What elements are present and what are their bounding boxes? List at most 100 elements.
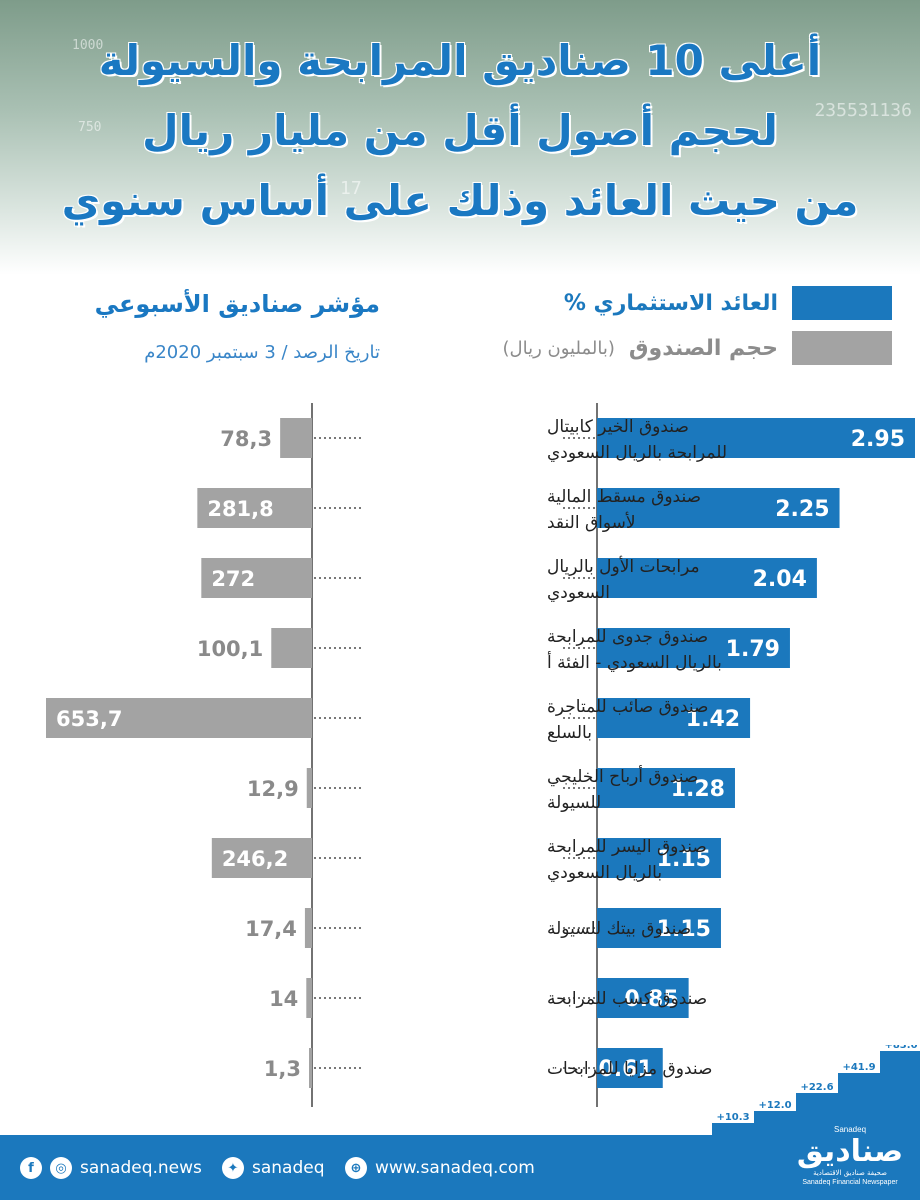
- size-value-label: 12,9: [247, 777, 299, 801]
- brand-tagline-ar: صحيفة صناديق الاقتصادية: [813, 1169, 887, 1177]
- return-value-label: 2.25: [775, 497, 829, 522]
- globe-icon[interactable]: ⊕: [345, 1157, 367, 1179]
- brand-tagline-en: Sanadeq Financial Newspaper: [802, 1179, 898, 1186]
- return-bar: [597, 558, 817, 598]
- index-name: مؤشر صناديق الأسبوعي: [94, 290, 380, 318]
- title-line: لحجم أصول أقل من مليار ريال: [142, 106, 778, 155]
- date-text: تاريخ الرصد / 3 سبتمبر 2020م: [144, 342, 380, 363]
- size-value-label: 272: [211, 567, 255, 591]
- header-banner: 1000 750 17 235531136 أعلى 10 صناديق الم…: [0, 0, 920, 275]
- return-value-label: 2.95: [851, 427, 905, 452]
- return-bar: [597, 418, 915, 458]
- category-label: صندوق جدوى للمرابحة: [547, 627, 708, 647]
- legend-return-label: العائد الاستثماري %: [563, 290, 778, 316]
- category-label: صندوق أرباح الخليجي: [547, 765, 698, 787]
- category-label: مرابحات الأول بالريال: [547, 556, 700, 577]
- size-bar: [306, 978, 312, 1018]
- size-bar: [201, 558, 312, 598]
- growth-step: [754, 1111, 796, 1135]
- size-value-label: 246,2: [222, 847, 288, 871]
- website-link[interactable]: ⊕ www.sanadeq.com: [345, 1157, 535, 1179]
- return-bar: [597, 488, 840, 528]
- legend-size-label: حجم الصندوق: [628, 335, 778, 361]
- size-bar: [280, 418, 312, 458]
- legend-swatch-size: [792, 331, 892, 365]
- size-bar: [306, 768, 312, 808]
- title-line: من حيث العائد وذلك على أساس سنوي: [61, 176, 859, 225]
- return-value-label: 1.15: [657, 917, 711, 942]
- return-value-label: 1.28: [671, 777, 725, 802]
- growth-step: [880, 1051, 920, 1135]
- website-url[interactable]: www.sanadeq.com: [375, 1158, 535, 1178]
- deco-number: 235531136: [814, 100, 912, 121]
- legend-swatch-return: [792, 286, 892, 320]
- growth-step-label: +83.0: [884, 1045, 917, 1051]
- return-value-label: 1.79: [726, 637, 780, 662]
- size-bar: [197, 488, 312, 528]
- category-label: صندوق الخير كابيتال: [547, 417, 689, 437]
- twitter-link[interactable]: ✦ sanadeq: [222, 1157, 325, 1179]
- category-label: صندوق مزايا للمرابحات: [547, 1059, 712, 1079]
- category-label: صندوق مسقط المالية: [547, 487, 701, 507]
- legend-size-unit: (بالمليون ريال): [502, 337, 615, 359]
- return-bar: [597, 628, 790, 668]
- legend-size: حجم الصندوق (بالمليون ريال): [503, 331, 892, 365]
- title-line: أعلى 10 صناديق المرابحة والسيولة: [98, 36, 822, 85]
- category-label: بالريال السعودي - الفئة أ: [547, 651, 722, 673]
- size-value-label: 17,4: [245, 917, 297, 941]
- social-links[interactable]: f ◎ sanadeq.news: [20, 1157, 202, 1179]
- growth-step-label: +10.3: [716, 1112, 749, 1123]
- size-value-label: 1,3: [264, 1057, 301, 1081]
- growth-step: [838, 1073, 880, 1135]
- growth-step: [712, 1123, 754, 1135]
- return-value-label: 0.61: [598, 1057, 652, 1082]
- size-value-label: 100,1: [197, 637, 263, 661]
- size-value-label: 281,8: [207, 497, 273, 521]
- size-bar: [304, 908, 312, 948]
- category-label: صندوق كسب للمرابحة: [547, 989, 707, 1009]
- return-value-label: 1.42: [686, 707, 740, 732]
- size-bar: [46, 698, 312, 738]
- category-label: بالسلع: [547, 723, 592, 743]
- size-bar: [271, 628, 312, 668]
- return-value-label: 0.85: [624, 987, 678, 1012]
- category-label: صندوق بيتك للسيولة: [547, 919, 691, 939]
- size-bar: [211, 838, 312, 878]
- growth-step-label: +22.6: [800, 1082, 833, 1093]
- size-bar: [309, 1048, 312, 1088]
- growth-step: [796, 1093, 838, 1135]
- footer-bar: f ◎ sanadeq.news ✦ sanadeq ⊕ www.sanadeq…: [0, 1135, 920, 1200]
- social-handle[interactable]: sanadeq.news: [80, 1158, 202, 1178]
- growth-steps: +10.3 +12.0 +22.6 +41.9 +83.0: [712, 1045, 920, 1135]
- bar-chart: 2.95 78,3 صندوق الخير كابيتال للمرابحة بالر…: [46, 403, 915, 1107]
- return-value-label: 1.15: [657, 847, 711, 872]
- return-bar: [597, 908, 721, 948]
- return-bar: [597, 698, 751, 738]
- growth-step-label: +41.9: [842, 1062, 875, 1073]
- deco-number: 17: [340, 178, 362, 199]
- legend-return: العائد الاستثماري %: [564, 286, 892, 320]
- size-value-label: 14: [269, 987, 298, 1011]
- category-label: لأسواق النقد: [547, 512, 636, 533]
- category-label: للمرابحة بالريال السعودي: [547, 443, 727, 463]
- return-bar: [597, 978, 689, 1018]
- category-label: السعودي: [547, 583, 610, 603]
- page-title: أعلى 10 صناديق المرابحة والسيولة لحجم أص…: [20, 26, 900, 236]
- category-label: صندوق اليسر للمرابحة: [547, 837, 707, 857]
- brand-arabic: صناديق: [796, 1134, 904, 1169]
- return-bar: [597, 838, 721, 878]
- category-label: صندوق صائب للمتاجرة: [547, 697, 708, 717]
- deco-number: 750: [78, 120, 102, 135]
- size-value-label: 653,7: [56, 707, 122, 731]
- twitter-icon[interactable]: ✦: [222, 1157, 244, 1179]
- twitter-handle[interactable]: sanadeq: [252, 1158, 325, 1178]
- return-bar: [597, 1048, 663, 1088]
- category-label: للسيولة: [547, 793, 601, 813]
- brand-latin-top: Sanadeq: [833, 1125, 867, 1134]
- brand-logo: Sanadeq صناديق صحيفة صناديق الاقتصادية S…: [795, 1125, 905, 1187]
- facebook-icon[interactable]: f: [20, 1157, 42, 1179]
- size-value-label: 78,3: [220, 427, 272, 451]
- category-label: بالريال السعودي: [547, 863, 662, 883]
- instagram-icon[interactable]: ◎: [50, 1157, 72, 1179]
- growth-step-label: +12.0: [758, 1100, 791, 1111]
